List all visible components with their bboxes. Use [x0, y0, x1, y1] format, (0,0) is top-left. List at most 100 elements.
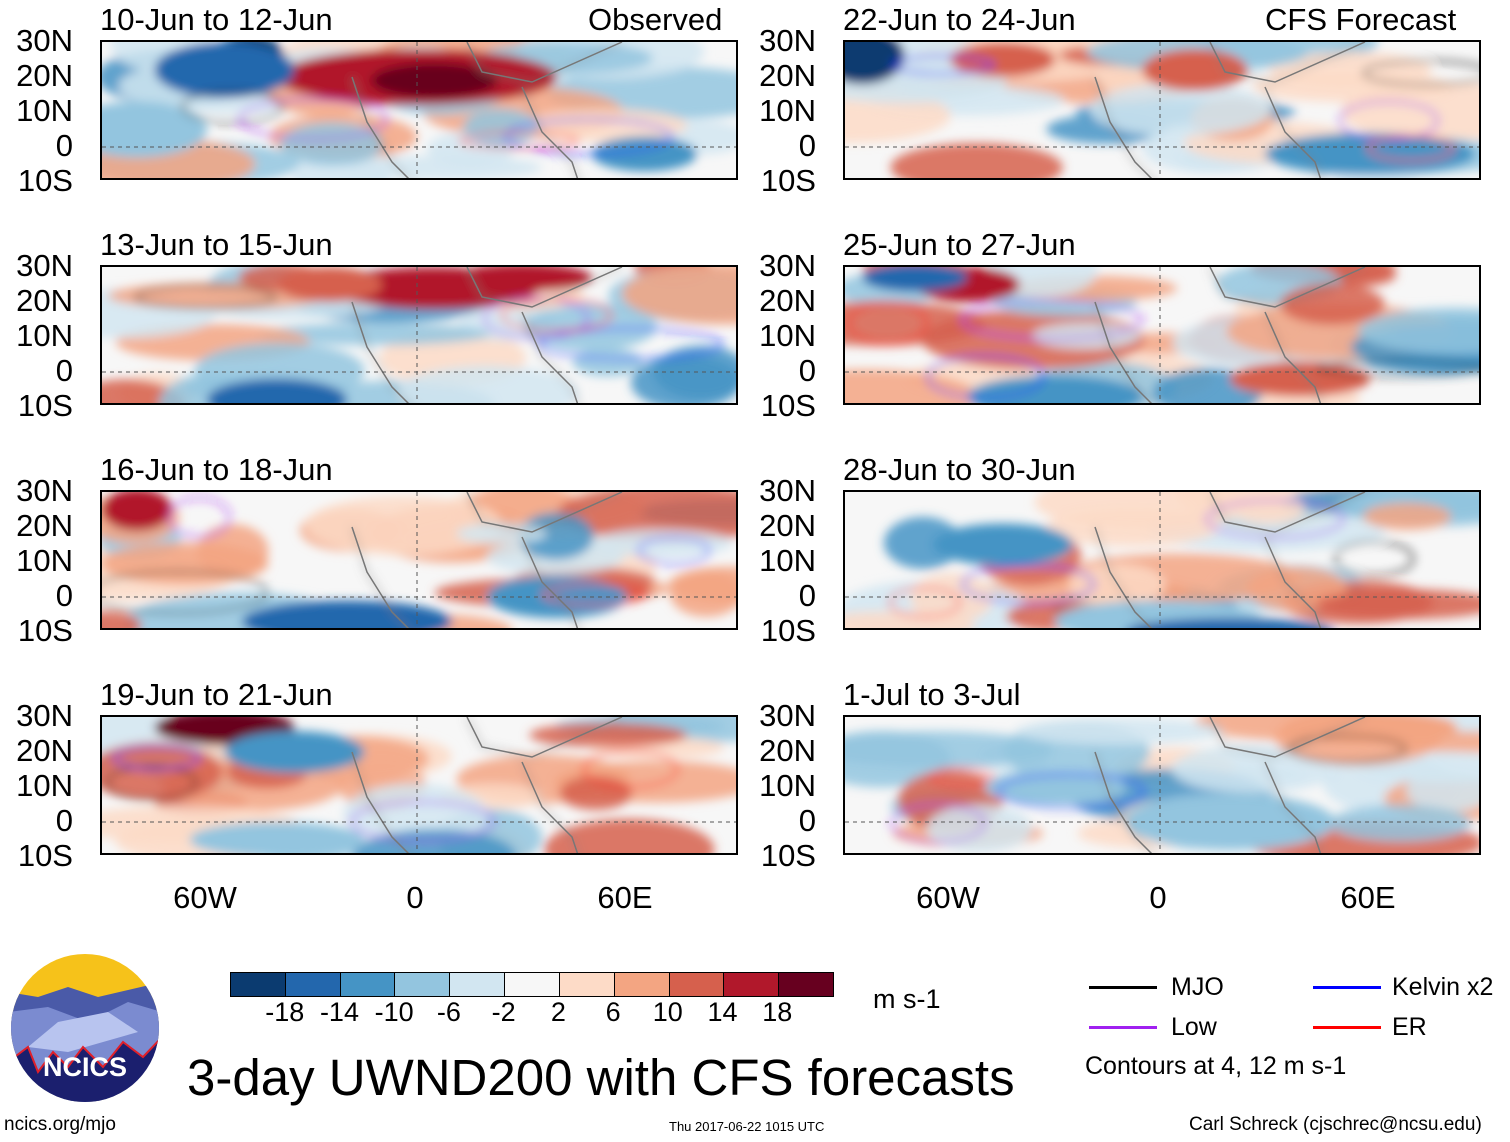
website-link[interactable]: ncics.org/mjo — [4, 1114, 116, 1135]
field-blob — [529, 722, 688, 748]
colorbar-label: 6 — [605, 997, 621, 1027]
logo-text: NCICS — [43, 1052, 127, 1082]
legend-kelvin: Kelvin x2 — [1392, 973, 1494, 1001]
coastline — [1094, 267, 1366, 403]
map-panel — [843, 265, 1481, 405]
contour-line — [929, 767, 994, 787]
field-core — [154, 42, 295, 98]
contour-line — [888, 586, 961, 618]
colorbar-swatch — [450, 973, 506, 996]
lat-label: 0 — [55, 353, 73, 388]
lon-label: 60E — [1340, 880, 1396, 915]
contour-line — [1362, 60, 1479, 86]
lat-label: 10N — [16, 318, 73, 353]
lat-label: 30N — [16, 23, 73, 58]
colorbar-swatch — [285, 973, 341, 996]
legend-line-er — [1313, 1026, 1381, 1029]
author-credit: Carl Schreck (cjschrec@ncsu.edu) — [1189, 1114, 1482, 1135]
observed-label: Observed — [588, 2, 723, 37]
colorbar-label: -10 — [374, 997, 414, 1027]
panel-title: 1-Jul to 3-Jul — [843, 677, 1021, 712]
field-core — [207, 379, 347, 403]
field-core — [1142, 49, 1248, 91]
field-blob — [1090, 83, 1272, 136]
lat-label: 30N — [759, 473, 816, 508]
field-blob — [1279, 283, 1385, 325]
panel-title: 19-Jun to 21-Jun — [100, 677, 333, 712]
lat-label: 10N — [16, 543, 73, 578]
contour-line — [891, 55, 995, 75]
field-blob — [1068, 564, 1166, 607]
lat-label: 20N — [16, 508, 73, 543]
field-core — [950, 42, 1055, 77]
lat-label: 10S — [17, 388, 73, 423]
contour-line — [541, 583, 646, 606]
field-core — [1129, 618, 1331, 628]
contour-line — [890, 803, 986, 843]
contour-line — [1338, 100, 1439, 141]
field-blob — [1357, 307, 1479, 354]
main-title: 3-day UWND200 with CFS forecasts — [187, 1049, 1015, 1106]
contour-line — [113, 745, 201, 770]
colorbar-label: 2 — [550, 997, 566, 1027]
colorbar-label: -6 — [436, 997, 461, 1027]
coastline — [1094, 492, 1366, 628]
panel-title: 25-Jun to 27-Jun — [843, 227, 1076, 262]
lat-label: 10N — [759, 768, 816, 803]
field-core — [862, 267, 968, 292]
field-blob — [910, 573, 994, 623]
colorbar-swatch — [614, 973, 670, 996]
panel-title: 10-Jun to 12-Jun — [100, 2, 333, 37]
colorbar-label: 18 — [762, 997, 793, 1027]
panel-title: 16-Jun to 18-Jun — [100, 452, 333, 487]
field-blob — [1015, 718, 1224, 744]
field-core — [189, 822, 365, 853]
field-core — [242, 600, 452, 628]
contours-note: Contours at 4, 12 m s-1 — [1085, 1052, 1347, 1080]
field-blob — [544, 818, 715, 853]
contour-line — [926, 355, 1045, 399]
lat-label: 20N — [16, 58, 73, 93]
colorbar-swatch — [231, 973, 286, 996]
field-blob — [557, 492, 736, 543]
field-blob — [518, 512, 594, 560]
contour-line — [1333, 540, 1415, 577]
field-blob — [845, 369, 979, 403]
forecast-label: CFS Forecast — [1265, 2, 1457, 37]
colorbar-swatch — [669, 973, 725, 996]
field-blob — [1252, 71, 1453, 103]
colorbar — [230, 972, 834, 997]
legend-low: Low — [1171, 1013, 1217, 1041]
legend-mjo: MJO — [1171, 973, 1224, 1001]
field-core — [1265, 133, 1475, 175]
lon-label: 60W — [173, 880, 237, 915]
colorbar-label: 14 — [707, 997, 738, 1027]
contour-line — [504, 118, 673, 155]
contour-line — [483, 297, 590, 339]
field-blob — [456, 522, 547, 545]
field-blob — [1047, 507, 1220, 547]
coastline — [351, 717, 623, 853]
lat-label: 10N — [16, 768, 73, 803]
legend-line-mjo — [1089, 986, 1157, 989]
panel-title: 13-Jun to 15-Jun — [100, 227, 333, 262]
contour-line — [847, 301, 928, 345]
field-core — [1230, 361, 1370, 397]
field-blob — [572, 348, 644, 377]
colorbar-label: -14 — [319, 997, 359, 1027]
colorbar-label: -18 — [265, 997, 305, 1027]
field-blob — [1032, 322, 1141, 349]
map-panel — [100, 715, 738, 855]
lat-label: 10N — [759, 543, 816, 578]
lat-label: 0 — [798, 353, 816, 388]
lat-label: 30N — [759, 248, 816, 283]
lat-label: 30N — [759, 698, 816, 733]
map-panel — [100, 265, 738, 405]
contour-line — [1366, 135, 1455, 162]
lat-label: 30N — [16, 698, 73, 733]
coastline — [1094, 717, 1366, 853]
field-blob — [102, 742, 223, 801]
field-core — [224, 731, 365, 773]
contour-line — [961, 564, 1095, 604]
ncics-logo: NCICS — [11, 954, 159, 1102]
